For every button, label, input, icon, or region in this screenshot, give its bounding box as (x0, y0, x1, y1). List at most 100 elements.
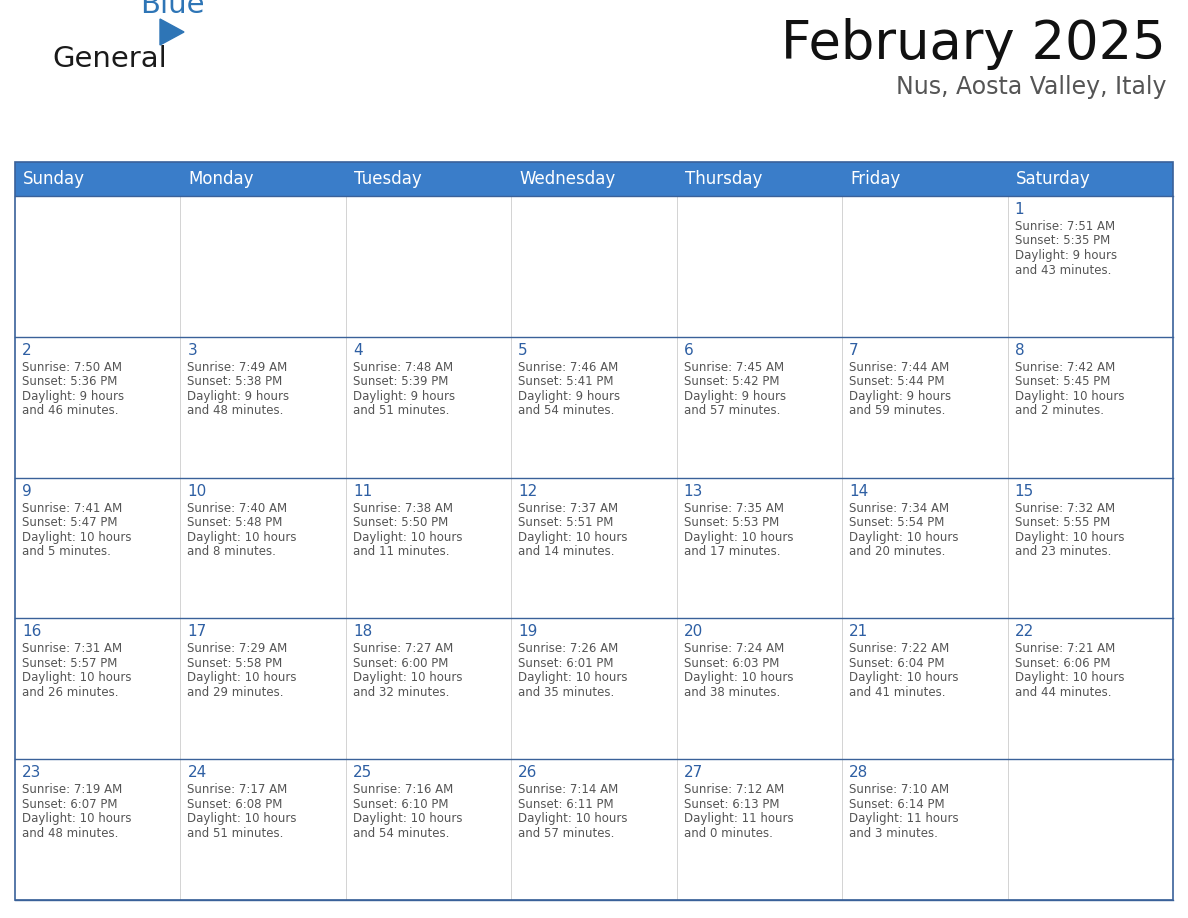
Text: Sunset: 5:51 PM: Sunset: 5:51 PM (518, 516, 614, 529)
Text: and 11 minutes.: and 11 minutes. (353, 545, 449, 558)
Text: and 5 minutes.: and 5 minutes. (23, 545, 110, 558)
Text: Sunset: 5:58 PM: Sunset: 5:58 PM (188, 657, 283, 670)
Bar (181, 337, 346, 477)
Text: 28: 28 (849, 766, 868, 780)
Text: Sunrise: 7:45 AM: Sunrise: 7:45 AM (684, 361, 784, 374)
Text: Sunrise: 7:38 AM: Sunrise: 7:38 AM (353, 501, 453, 515)
Bar (181, 477, 346, 619)
Text: and 17 minutes.: and 17 minutes. (684, 545, 781, 558)
Text: Daylight: 10 hours: Daylight: 10 hours (684, 531, 794, 543)
Text: and 26 minutes.: and 26 minutes. (23, 686, 119, 699)
Text: 2: 2 (23, 342, 32, 358)
Bar (1007, 759, 1173, 900)
Text: Sunset: 5:39 PM: Sunset: 5:39 PM (353, 375, 448, 388)
Text: Sunset: 5:57 PM: Sunset: 5:57 PM (23, 657, 118, 670)
Text: 25: 25 (353, 766, 372, 780)
Text: Daylight: 11 hours: Daylight: 11 hours (684, 812, 794, 825)
Text: and 43 minutes.: and 43 minutes. (1015, 263, 1111, 276)
Text: 16: 16 (23, 624, 42, 640)
Text: Daylight: 9 hours: Daylight: 9 hours (353, 390, 455, 403)
Text: 11: 11 (353, 484, 372, 498)
Text: 6: 6 (684, 342, 694, 358)
Text: Sunrise: 7:32 AM: Sunrise: 7:32 AM (1015, 501, 1114, 515)
Bar (15, 477, 181, 619)
Bar (181, 196, 346, 337)
Text: and 48 minutes.: and 48 minutes. (188, 404, 284, 418)
Bar (346, 619, 511, 759)
Text: and 2 minutes.: and 2 minutes. (1015, 404, 1104, 418)
Text: Sunrise: 7:17 AM: Sunrise: 7:17 AM (188, 783, 287, 796)
Text: Sunrise: 7:46 AM: Sunrise: 7:46 AM (518, 361, 619, 374)
Text: Sunrise: 7:40 AM: Sunrise: 7:40 AM (188, 501, 287, 515)
Text: Sunrise: 7:22 AM: Sunrise: 7:22 AM (849, 643, 949, 655)
Text: 20: 20 (684, 624, 703, 640)
Polygon shape (160, 19, 184, 45)
Text: Daylight: 10 hours: Daylight: 10 hours (849, 671, 959, 685)
Text: Sunrise: 7:16 AM: Sunrise: 7:16 AM (353, 783, 453, 796)
Text: Sunrise: 7:29 AM: Sunrise: 7:29 AM (188, 643, 287, 655)
Text: Sunset: 5:54 PM: Sunset: 5:54 PM (849, 516, 944, 529)
Text: Sunset: 6:03 PM: Sunset: 6:03 PM (684, 657, 779, 670)
Text: Friday: Friday (851, 170, 901, 188)
Bar (1007, 619, 1173, 759)
Text: Sunset: 5:42 PM: Sunset: 5:42 PM (684, 375, 779, 388)
Text: Daylight: 10 hours: Daylight: 10 hours (23, 531, 132, 543)
Text: and 51 minutes.: and 51 minutes. (353, 404, 449, 418)
Text: Sunset: 6:14 PM: Sunset: 6:14 PM (849, 798, 944, 811)
Text: 12: 12 (518, 484, 537, 498)
Text: Saturday: Saturday (1016, 170, 1091, 188)
Text: Sunset: 6:08 PM: Sunset: 6:08 PM (188, 798, 283, 811)
Bar (511, 196, 677, 337)
Text: Daylight: 9 hours: Daylight: 9 hours (849, 390, 952, 403)
Bar (181, 619, 346, 759)
Text: and 59 minutes.: and 59 minutes. (849, 404, 946, 418)
Text: Blue: Blue (140, 0, 204, 19)
Text: Daylight: 10 hours: Daylight: 10 hours (518, 671, 627, 685)
Text: Sunset: 6:11 PM: Sunset: 6:11 PM (518, 798, 614, 811)
Text: 13: 13 (684, 484, 703, 498)
Text: and 54 minutes.: and 54 minutes. (518, 404, 614, 418)
Bar (1007, 196, 1173, 337)
Text: General: General (52, 45, 166, 73)
Bar (677, 759, 842, 900)
Bar (15, 337, 181, 477)
Text: Sunrise: 7:24 AM: Sunrise: 7:24 AM (684, 643, 784, 655)
Text: Sunset: 5:47 PM: Sunset: 5:47 PM (23, 516, 118, 529)
Text: 7: 7 (849, 342, 859, 358)
Bar (1007, 337, 1173, 477)
Text: and 51 minutes.: and 51 minutes. (188, 827, 284, 840)
Text: Daylight: 10 hours: Daylight: 10 hours (684, 671, 794, 685)
Text: Sunrise: 7:12 AM: Sunrise: 7:12 AM (684, 783, 784, 796)
Text: Daylight: 10 hours: Daylight: 10 hours (353, 812, 462, 825)
Text: Sunrise: 7:44 AM: Sunrise: 7:44 AM (849, 361, 949, 374)
Bar (15, 162, 1173, 196)
Text: Sunrise: 7:27 AM: Sunrise: 7:27 AM (353, 643, 453, 655)
Text: 22: 22 (1015, 624, 1034, 640)
Bar (1007, 477, 1173, 619)
Text: 17: 17 (188, 624, 207, 640)
Text: 21: 21 (849, 624, 868, 640)
Text: Sunset: 5:41 PM: Sunset: 5:41 PM (518, 375, 614, 388)
Text: Sunset: 6:04 PM: Sunset: 6:04 PM (849, 657, 944, 670)
Text: 3: 3 (188, 342, 197, 358)
Text: and 20 minutes.: and 20 minutes. (849, 545, 946, 558)
Text: Sunset: 5:35 PM: Sunset: 5:35 PM (1015, 234, 1110, 248)
Text: Sunrise: 7:42 AM: Sunrise: 7:42 AM (1015, 361, 1114, 374)
Text: Sunrise: 7:51 AM: Sunrise: 7:51 AM (1015, 220, 1114, 233)
Bar (346, 196, 511, 337)
Bar (181, 759, 346, 900)
Text: Daylight: 10 hours: Daylight: 10 hours (1015, 671, 1124, 685)
Text: Sunset: 6:13 PM: Sunset: 6:13 PM (684, 798, 779, 811)
Text: Sunrise: 7:14 AM: Sunrise: 7:14 AM (518, 783, 619, 796)
Text: 14: 14 (849, 484, 868, 498)
Text: 23: 23 (23, 766, 42, 780)
Text: Monday: Monday (189, 170, 254, 188)
Text: Tuesday: Tuesday (354, 170, 422, 188)
Text: Sunset: 5:55 PM: Sunset: 5:55 PM (1015, 516, 1110, 529)
Text: Sunset: 6:00 PM: Sunset: 6:00 PM (353, 657, 448, 670)
Text: Daylight: 9 hours: Daylight: 9 hours (23, 390, 124, 403)
Bar (677, 619, 842, 759)
Text: Sunrise: 7:31 AM: Sunrise: 7:31 AM (23, 643, 122, 655)
Text: Daylight: 10 hours: Daylight: 10 hours (518, 531, 627, 543)
Text: Daylight: 9 hours: Daylight: 9 hours (1015, 249, 1117, 262)
